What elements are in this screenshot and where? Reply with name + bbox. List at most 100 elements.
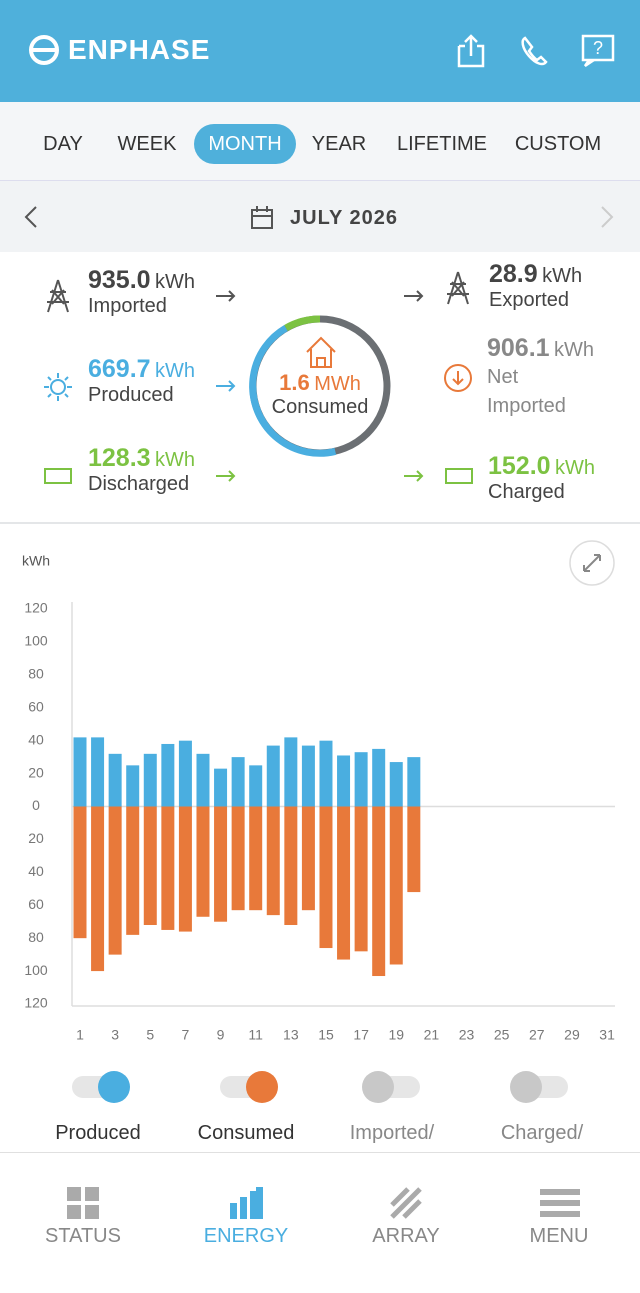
x-tick-label: 21 xyxy=(424,1027,440,1043)
period-tabs: DAY WEEK MONTH YEAR LIFETIME CUSTOM xyxy=(0,102,640,181)
bar xyxy=(319,740,333,807)
bar xyxy=(372,806,386,977)
bar xyxy=(389,762,403,807)
svg-text:?: ? xyxy=(593,38,603,58)
bar xyxy=(389,806,403,965)
y-tick-label: 120 xyxy=(24,995,48,1011)
x-tick-label: 27 xyxy=(529,1027,545,1043)
bar xyxy=(178,806,192,932)
bar xyxy=(284,806,298,925)
bar xyxy=(91,806,105,972)
nav-item[interactable]: ARRAY xyxy=(372,1225,440,1247)
bottom-nav: STATUS ENERGY ARRAY MENU xyxy=(0,1152,640,1293)
y-tick-label: 60 xyxy=(28,698,44,714)
logo xyxy=(29,35,59,65)
x-tick-label: 9 xyxy=(217,1027,225,1043)
x-tick-label: 23 xyxy=(459,1027,475,1043)
bar xyxy=(231,757,245,807)
y-tick-label: 100 xyxy=(24,633,48,649)
tab[interactable]: DAY xyxy=(43,133,83,155)
date-row: JULY 2026 xyxy=(0,181,640,252)
toggle-label: Charged/ xyxy=(500,1122,584,1144)
bar xyxy=(91,737,105,807)
nav-icons xyxy=(67,1187,580,1219)
exported: 28.9 kWh Exported xyxy=(489,260,583,311)
toggle-label: Produced xyxy=(55,1122,141,1144)
bar xyxy=(249,765,263,807)
bar xyxy=(73,806,87,939)
x-tick-label: 11 xyxy=(248,1027,263,1043)
x-tick-label: 25 xyxy=(494,1027,510,1043)
bar xyxy=(161,806,175,930)
next[interactable] xyxy=(598,205,618,231)
y-tick-label: 0 xyxy=(32,797,40,813)
x-tick-label: 29 xyxy=(564,1027,580,1043)
y-tick-label: 40 xyxy=(28,731,44,747)
header-icons[interactable]: ? xyxy=(455,32,625,72)
bar xyxy=(161,743,175,807)
bar xyxy=(108,753,122,807)
bar xyxy=(249,806,263,911)
bar xyxy=(407,806,421,893)
bar xyxy=(196,806,210,917)
x-tick-label: 1 xyxy=(76,1027,84,1043)
bar xyxy=(231,806,245,911)
bar xyxy=(372,748,386,807)
x-tick-label: 19 xyxy=(388,1027,404,1043)
bar xyxy=(337,806,351,960)
bar xyxy=(178,740,192,807)
bar xyxy=(301,806,315,911)
bar xyxy=(214,768,228,807)
bar xyxy=(354,806,368,952)
bar xyxy=(319,806,333,949)
tab-active[interactable]: MONTH xyxy=(194,124,296,164)
bar xyxy=(354,752,368,807)
tab[interactable]: LIFETIME xyxy=(396,133,487,155)
bar xyxy=(284,737,298,807)
y-axis-label: kWh xyxy=(22,553,50,569)
bar xyxy=(108,806,122,955)
x-tick-label: 15 xyxy=(318,1027,334,1043)
bar xyxy=(337,755,351,807)
toggle-switches[interactable] xyxy=(0,1062,640,1112)
x-tick-label: 13 xyxy=(283,1027,299,1043)
bar xyxy=(407,757,421,807)
toggle-label: Imported/ xyxy=(349,1122,435,1144)
calendar-icon xyxy=(251,206,273,229)
x-tick-label: 31 xyxy=(599,1027,615,1043)
y-tick-label: 40 xyxy=(28,863,44,879)
nav-item[interactable]: ENERGY xyxy=(203,1225,289,1247)
net-imported: 906.1 kWh Net Imported xyxy=(487,334,595,417)
bar xyxy=(126,765,140,807)
brand: ENPHASE xyxy=(68,34,211,65)
x-tick-label: 17 xyxy=(353,1027,369,1043)
toggle-label: Consumed xyxy=(197,1122,295,1144)
tab[interactable]: YEAR xyxy=(311,133,367,155)
bar xyxy=(143,753,157,807)
consumed-center: 1.6 MWh Consumed xyxy=(271,370,369,418)
y-tick-label: 60 xyxy=(28,896,44,912)
date: JULY 2026 xyxy=(290,207,398,229)
discharged: 128.3 kWh Discharged xyxy=(88,444,196,495)
prev[interactable] xyxy=(22,205,42,231)
y-tick-label: 20 xyxy=(28,764,44,780)
charged: 152.0 kWh Charged xyxy=(488,452,596,503)
x-tick-label: 3 xyxy=(111,1027,119,1043)
x-tick-label: 7 xyxy=(182,1027,190,1043)
summary: 935.0 kWh Imported 28.9 kWh Exported 669.7… xyxy=(0,252,640,524)
summary-icons xyxy=(44,271,473,484)
bar xyxy=(266,806,280,916)
y-tick-label: 20 xyxy=(28,830,44,846)
toggles: Produced Consumed Imported/ Charged/ xyxy=(0,1062,640,1152)
nav-item[interactable]: STATUS xyxy=(45,1225,121,1247)
tab[interactable]: WEEK xyxy=(117,133,177,155)
y-tick-label: 100 xyxy=(24,962,48,978)
bar xyxy=(214,806,228,922)
nav-item[interactable]: MENU xyxy=(529,1225,589,1247)
expand-icon xyxy=(583,554,601,572)
produced: 669.7 kWh Produced xyxy=(88,355,196,406)
imported: 935.0 kWh Imported xyxy=(88,266,196,317)
tab[interactable]: CUSTOM xyxy=(514,133,602,155)
